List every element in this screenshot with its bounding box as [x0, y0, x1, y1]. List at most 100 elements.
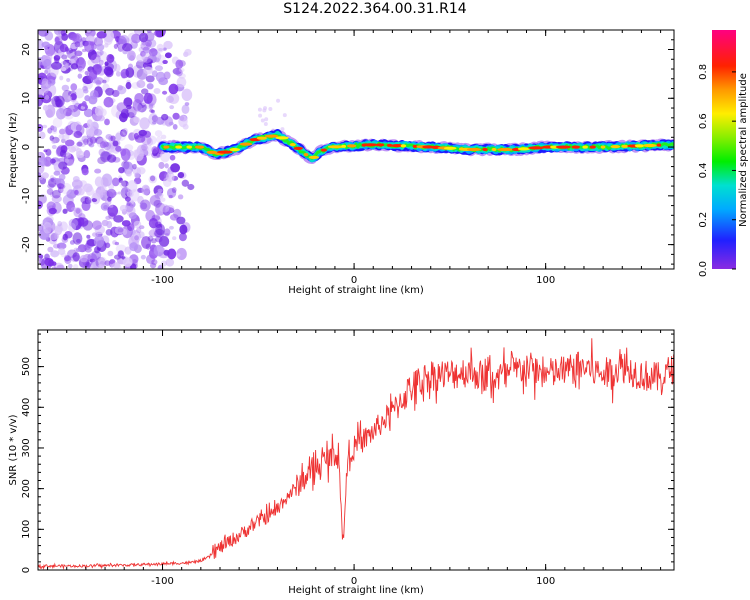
top-y-tick-label: -10	[21, 188, 32, 204]
noise-blob	[115, 132, 122, 141]
noise-blob	[104, 118, 110, 126]
ridge-hotspot	[175, 145, 183, 149]
ridge-hotspot	[376, 143, 385, 147]
noise-blob	[98, 59, 104, 66]
noise-blob	[133, 116, 140, 124]
ridge-hotspot	[642, 143, 657, 148]
noise-blob	[132, 263, 138, 269]
noise-blob	[46, 109, 53, 118]
ridge-hotspot	[327, 145, 344, 149]
ridge-hotspot	[400, 144, 407, 148]
noise-blob	[90, 54, 101, 64]
noise-blob	[52, 126, 58, 133]
noise-blob	[105, 215, 111, 220]
noise-blob	[154, 130, 163, 137]
noise-blob	[45, 148, 52, 156]
noise-blob	[65, 152, 72, 158]
noise-blob	[89, 136, 97, 144]
noise-blob	[81, 168, 89, 176]
noise-blob	[162, 177, 172, 188]
noise-blob	[82, 220, 94, 231]
noise-blob	[178, 67, 185, 73]
noise-blob	[51, 189, 61, 199]
noise-blob	[133, 232, 141, 242]
ridge-hotspot	[491, 147, 497, 152]
noise-blob	[149, 108, 154, 113]
noise-blob	[60, 30, 66, 36]
noise-blob	[165, 204, 175, 213]
noise-blob	[67, 104, 79, 113]
noise-blob	[158, 236, 170, 247]
noise-blob	[61, 54, 68, 60]
noise-blob	[178, 232, 187, 242]
noise-blob	[121, 43, 133, 52]
ridge-hotspot	[517, 147, 530, 151]
noise-blob	[91, 250, 102, 261]
noise-blob	[134, 135, 146, 143]
noise-blob	[103, 96, 114, 108]
noise-blob	[184, 102, 190, 106]
noise-blob	[38, 200, 43, 209]
noise-blob	[116, 86, 127, 95]
noise-blob	[181, 104, 190, 114]
noise-blob	[176, 216, 186, 225]
noise-blob	[150, 238, 157, 244]
noise-blob	[86, 119, 93, 128]
noise-blob	[140, 41, 151, 51]
noise-blob	[127, 50, 136, 61]
noise-blob	[104, 260, 111, 267]
noise-blob	[264, 117, 269, 122]
noise-blob	[100, 185, 107, 193]
noise-blob	[177, 171, 185, 179]
noise-blob	[179, 224, 188, 235]
noise-blob	[67, 249, 77, 258]
noise-blob	[95, 257, 106, 269]
noise-blob	[59, 242, 66, 248]
noise-blob	[131, 81, 141, 89]
noise-blob	[124, 196, 131, 202]
noise-blob	[162, 59, 168, 65]
noise-blob	[125, 67, 135, 78]
noise-blob	[76, 141, 83, 147]
noise-blob	[139, 144, 149, 153]
noise-blob	[66, 201, 75, 213]
noise-blob	[169, 154, 176, 161]
noise-blob	[145, 243, 151, 250]
noise-blob	[146, 58, 153, 65]
noise-blob	[126, 205, 136, 217]
noise-blob	[84, 40, 95, 53]
noise-blob	[147, 137, 154, 146]
bottom-y-tick-label: 400	[21, 398, 32, 417]
ridge-hotspot	[555, 145, 571, 149]
noise-blob	[160, 134, 167, 140]
ridge-hotspot	[264, 134, 279, 138]
ridge-hotspot	[293, 146, 303, 150]
noise-blob	[143, 92, 153, 104]
noise-blob	[74, 189, 79, 195]
noise-blob	[115, 130, 126, 142]
noise-blob	[83, 108, 94, 118]
ridge-hotspot	[600, 145, 606, 149]
noise-blob	[115, 145, 122, 152]
noise-blob	[127, 109, 134, 114]
noise-blob	[51, 144, 57, 150]
noise-blob	[56, 264, 65, 269]
noise-blob	[107, 204, 119, 217]
noise-blob	[48, 207, 57, 215]
noise-blob	[66, 108, 73, 113]
noise-blob	[106, 188, 117, 199]
noise-blob	[120, 148, 131, 162]
noise-blob	[83, 88, 89, 94]
noise-blob	[132, 149, 140, 158]
noise-blob	[87, 59, 95, 66]
noise-blob	[150, 51, 162, 63]
noise-blob	[92, 220, 102, 230]
snr-series-line	[38, 338, 674, 570]
noise-blob	[141, 88, 149, 95]
ridge-hotspot	[412, 144, 418, 148]
noise-blob	[172, 112, 180, 120]
noise-blob	[38, 156, 47, 167]
ridge-hotspot	[186, 145, 193, 149]
top-y-tick-label: 20	[21, 43, 32, 56]
